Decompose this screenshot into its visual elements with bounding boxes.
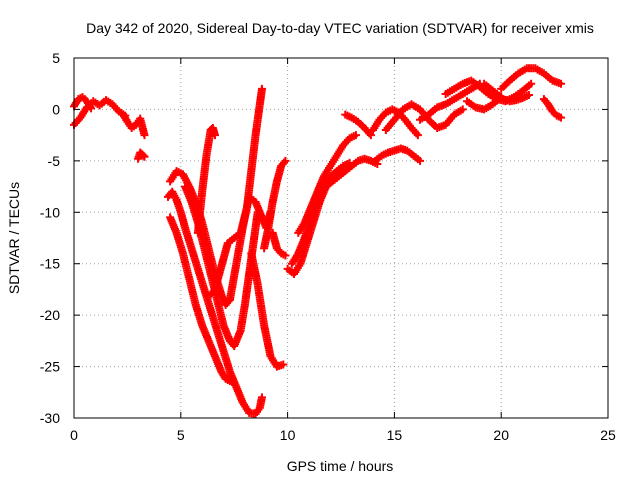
y-axis-label: SDTVAR / TECUs — [6, 182, 22, 294]
series-19 — [341, 110, 375, 140]
x-tick-label: 5 — [177, 427, 185, 443]
series-5 — [163, 187, 266, 418]
y-tick-label: -25 — [40, 359, 60, 375]
grid-layer — [74, 58, 608, 418]
data-point — [413, 131, 422, 140]
data-point — [281, 156, 290, 165]
x-tick-label: 25 — [600, 427, 616, 443]
data-point — [257, 84, 266, 93]
data-point — [366, 131, 375, 140]
series-4 — [134, 148, 149, 163]
data-point — [557, 113, 566, 122]
data-point — [527, 79, 536, 88]
x-tick-label: 20 — [493, 427, 509, 443]
y-tick-label: -15 — [40, 256, 60, 272]
data-point — [257, 393, 266, 402]
data-points-layer — [70, 64, 566, 418]
y-tick-label: -30 — [40, 410, 60, 426]
data-point — [228, 378, 237, 386]
chart-title: Day 342 of 2020, Sidereal Day-to-day VTE… — [86, 20, 594, 36]
data-point — [140, 131, 149, 140]
series-1 — [70, 96, 130, 129]
series-17 — [283, 182, 331, 278]
series-27 — [539, 95, 566, 122]
series-13 — [260, 156, 290, 253]
y-tick-label: -20 — [40, 307, 60, 323]
series-9 — [193, 123, 219, 237]
data-point — [351, 131, 360, 140]
y-tick-label: 0 — [52, 101, 60, 117]
x-tick-label: 15 — [387, 427, 403, 443]
series-6 — [166, 213, 237, 386]
series-20 — [371, 144, 425, 165]
data-point — [458, 105, 467, 114]
x-tick-label: 0 — [70, 427, 78, 443]
series-18 — [322, 154, 382, 191]
data-point — [524, 91, 533, 100]
series-12 — [247, 249, 288, 371]
series-28 — [463, 93, 506, 114]
series-14 — [268, 228, 290, 260]
data-point — [416, 156, 425, 165]
series-3 — [119, 110, 149, 140]
data-point — [87, 104, 96, 113]
plot-frame — [73, 57, 609, 419]
tick-layer: 0 5 10 15 20 25 5 0 -5 -10 -15 -20 -25 -30 — [40, 50, 616, 443]
x-axis-label: GPS time / hours — [287, 458, 394, 474]
data-point — [281, 251, 290, 260]
series-16 — [294, 158, 354, 237]
x-tick-label: 10 — [280, 427, 296, 443]
series-22 — [381, 100, 467, 134]
y-tick-label: 5 — [52, 50, 60, 66]
data-point — [557, 79, 566, 88]
data-point — [279, 360, 288, 369]
y-tick-label: -5 — [48, 153, 61, 169]
series-26 — [497, 64, 566, 93]
data-point — [140, 152, 149, 161]
data-point — [210, 131, 219, 140]
series-8 — [181, 182, 262, 350]
data-point — [497, 93, 506, 102]
y-tick-label: -10 — [40, 204, 60, 220]
